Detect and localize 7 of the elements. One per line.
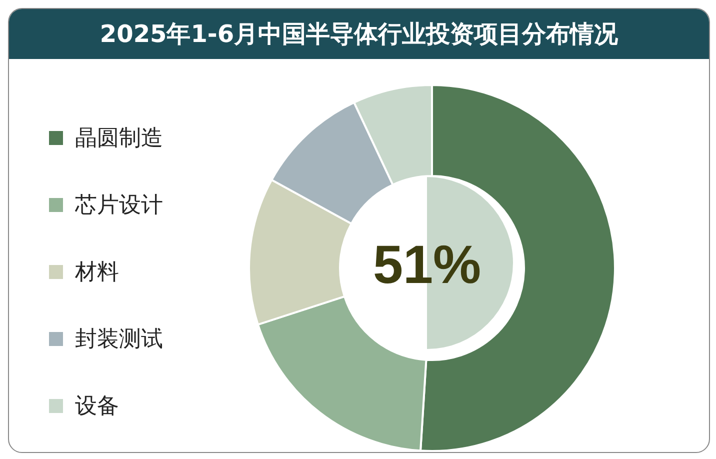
text: 51% (372, 235, 482, 295)
chart-title: 2025年1-6月中国半导体行业投资项目分布情况 (9, 9, 709, 59)
legend-label: 晶圆制造 (74, 124, 163, 152)
legend-label: 封装测试 (74, 326, 163, 354)
legend-label: 设备 (74, 392, 120, 420)
legend-label: 材料 (74, 258, 120, 286)
legend-label: 芯片设计 (74, 192, 163, 220)
